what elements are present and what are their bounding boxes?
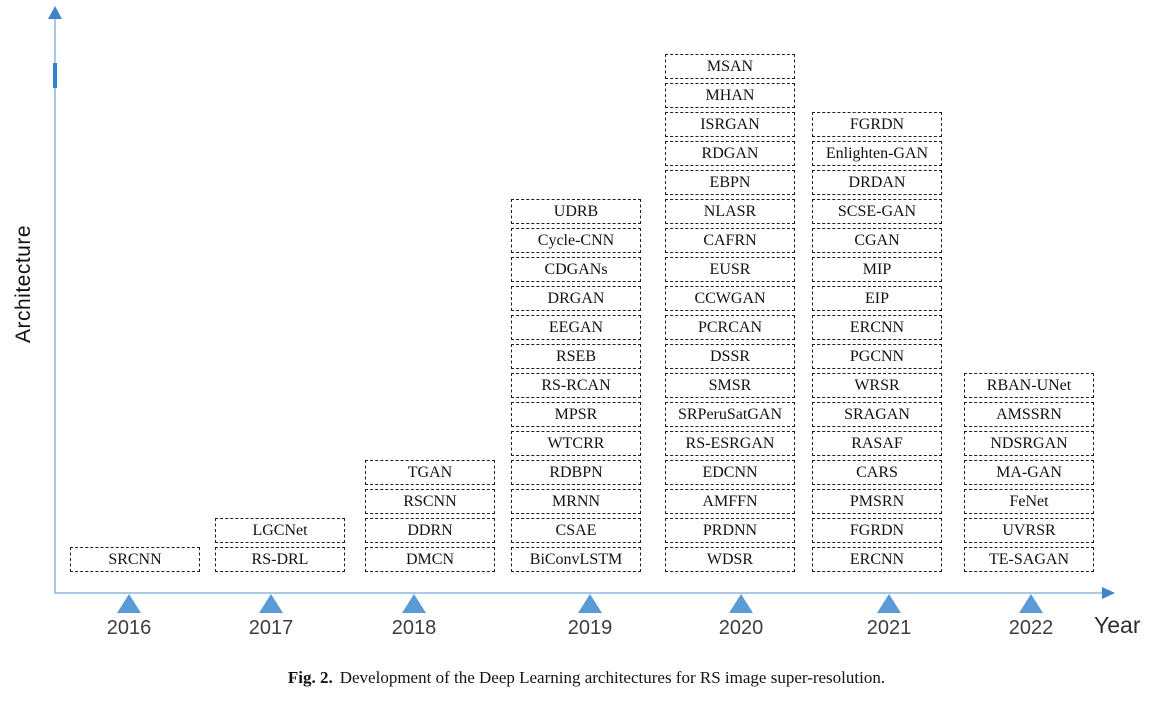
arch-box-2020-0: MSAN bbox=[665, 54, 795, 79]
arch-box-2022-4: FeNet bbox=[964, 489, 1094, 514]
y-axis-title: Architecture bbox=[12, 224, 35, 344]
year-label-2021: 2021 bbox=[866, 617, 912, 639]
arch-column-2021: FGRDN Enlighten-GAN DRDAN SCSE-GAN CGAN MIP EI… bbox=[812, 112, 942, 572]
arch-box-2020-9: PCRCAN bbox=[665, 315, 795, 340]
arch-box-2019-11: CSAE bbox=[511, 518, 641, 543]
y-axis-arrow-icon bbox=[48, 6, 62, 19]
arch-box-2020-3: RDGAN bbox=[665, 141, 795, 166]
figure-caption-label: Fig. 2. bbox=[287, 668, 333, 687]
arch-box-2021-4: CGAN bbox=[812, 228, 942, 253]
arch-box-2020-16: PRDNN bbox=[665, 518, 795, 543]
arch-box-2021-6: EIP bbox=[812, 286, 942, 311]
arch-box-2016-0: SRCNN bbox=[70, 547, 200, 572]
arch-box-2020-17: WDSR bbox=[665, 547, 795, 572]
x-axis-arrow-icon bbox=[1102, 587, 1115, 599]
year-marker-icon-2016 bbox=[117, 594, 141, 613]
arch-box-2019-4: EEGAN bbox=[511, 315, 641, 340]
year-label-2022: 2022 bbox=[1008, 617, 1054, 639]
arch-box-2021-14: FGRDN bbox=[812, 518, 942, 543]
arch-box-2022-1: AMSSRN bbox=[964, 402, 1094, 427]
arch-box-2019-0: UDRB bbox=[511, 199, 641, 224]
year-label-2016: 2016 bbox=[106, 617, 152, 639]
arch-box-2021-5: MIP bbox=[812, 257, 942, 282]
arch-box-2020-4: EBPN bbox=[665, 170, 795, 195]
arch-box-2021-8: PGCNN bbox=[812, 344, 942, 369]
arch-box-2021-9: WRSR bbox=[812, 373, 942, 398]
year-marker-icon-2020 bbox=[729, 594, 753, 613]
year-marker-icon-2018 bbox=[402, 594, 426, 613]
arch-box-2019-5: RSEB bbox=[511, 344, 641, 369]
arch-box-2022-3: MA-GAN bbox=[964, 460, 1094, 485]
arch-box-2018-3: DMCN bbox=[365, 547, 495, 572]
arch-box-2019-1: Cycle-CNN bbox=[511, 228, 641, 253]
year-marker-icon-2022 bbox=[1019, 594, 1043, 613]
arch-box-2019-10: MRNN bbox=[511, 489, 641, 514]
year-label-2017: 2017 bbox=[248, 617, 294, 639]
arch-box-2017-1: RS-DRL bbox=[215, 547, 345, 572]
figure-caption-text: Development of the Deep Learning archite… bbox=[339, 668, 886, 687]
x-axis-line bbox=[54, 592, 1104, 594]
arch-box-2019-7: MPSR bbox=[511, 402, 641, 427]
arch-box-2019-8: WTCRR bbox=[511, 431, 641, 456]
arch-box-2020-12: SRPeruSatGAN bbox=[665, 402, 795, 427]
arch-box-2019-6: RS-RCAN bbox=[511, 373, 641, 398]
arch-box-2021-3: SCSE-GAN bbox=[812, 199, 942, 224]
arch-box-2020-13: RS-ESRGAN bbox=[665, 431, 795, 456]
y-axis-line bbox=[54, 14, 56, 593]
year-marker-icon-2021 bbox=[877, 594, 901, 613]
arch-box-2021-1: Enlighten-GAN bbox=[812, 141, 942, 166]
arch-column-2016: SRCNN bbox=[70, 547, 200, 572]
arch-column-2018: TGAN RSCNN DDRN DMCN bbox=[365, 460, 495, 572]
year-marker-icon-2017 bbox=[259, 594, 283, 613]
arch-box-2021-2: DRDAN bbox=[812, 170, 942, 195]
arch-box-2021-7: ERCNN bbox=[812, 315, 942, 340]
arch-box-2018-1: RSCNN bbox=[365, 489, 495, 514]
arch-box-2020-8: CCWGAN bbox=[665, 286, 795, 311]
figure-caption: Fig. 2. Development of the Deep Learning … bbox=[0, 668, 1173, 688]
arch-box-2018-2: DDRN bbox=[365, 518, 495, 543]
arch-box-2020-10: DSSR bbox=[665, 344, 795, 369]
arch-column-2022: RBAN-UNet AMSSRN NDSRGAN MA-GAN FeNet UVRSR TE… bbox=[964, 373, 1094, 572]
arch-box-2020-1: MHAN bbox=[665, 83, 795, 108]
arch-box-2019-12: BiConvLSTM bbox=[511, 547, 641, 572]
arch-box-2017-0: LGCNet bbox=[215, 518, 345, 543]
y-axis-tick bbox=[53, 63, 57, 88]
arch-column-2019: UDRB Cycle-CNN CDGANs DRGAN EEGAN RSEB RS-RCAN… bbox=[511, 199, 641, 572]
year-label-2019: 2019 bbox=[567, 617, 613, 639]
arch-box-2022-6: TE-SAGAN bbox=[964, 547, 1094, 572]
arch-box-2020-2: ISRGAN bbox=[665, 112, 795, 137]
year-label-2020: 2020 bbox=[718, 617, 764, 639]
arch-box-2021-11: RASAF bbox=[812, 431, 942, 456]
arch-box-2019-3: DRGAN bbox=[511, 286, 641, 311]
arch-column-2017: LGCNet RS-DRL bbox=[215, 518, 345, 572]
arch-box-2020-5: NLASR bbox=[665, 199, 795, 224]
arch-box-2021-0: FGRDN bbox=[812, 112, 942, 137]
arch-box-2019-9: RDBPN bbox=[511, 460, 641, 485]
arch-box-2022-2: NDSRGAN bbox=[964, 431, 1094, 456]
arch-box-2020-14: EDCNN bbox=[665, 460, 795, 485]
arch-box-2020-6: CAFRN bbox=[665, 228, 795, 253]
arch-box-2021-12: CARS bbox=[812, 460, 942, 485]
year-marker-icon-2019 bbox=[578, 594, 602, 613]
year-label-2018: 2018 bbox=[391, 617, 437, 639]
arch-box-2021-13: PMSRN bbox=[812, 489, 942, 514]
arch-box-2018-0: TGAN bbox=[365, 460, 495, 485]
arch-box-2019-2: CDGANs bbox=[511, 257, 641, 282]
arch-box-2020-7: EUSR bbox=[665, 257, 795, 282]
arch-box-2022-0: RBAN-UNet bbox=[964, 373, 1094, 398]
arch-box-2022-5: UVRSR bbox=[964, 518, 1094, 543]
arch-column-2020: MSAN MHAN ISRGAN RDGAN EBPN NLASR CAFRN EUSR CCW… bbox=[665, 54, 795, 572]
arch-box-2021-10: SRAGAN bbox=[812, 402, 942, 427]
arch-box-2021-15: ERCNN bbox=[812, 547, 942, 572]
arch-box-2020-15: AMFFN bbox=[665, 489, 795, 514]
arch-box-2020-11: SMSR bbox=[665, 373, 795, 398]
x-axis-title: Year bbox=[1094, 612, 1141, 638]
